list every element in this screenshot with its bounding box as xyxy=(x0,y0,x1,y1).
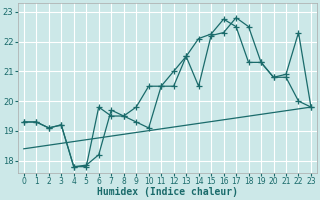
X-axis label: Humidex (Indice chaleur): Humidex (Indice chaleur) xyxy=(97,187,238,197)
